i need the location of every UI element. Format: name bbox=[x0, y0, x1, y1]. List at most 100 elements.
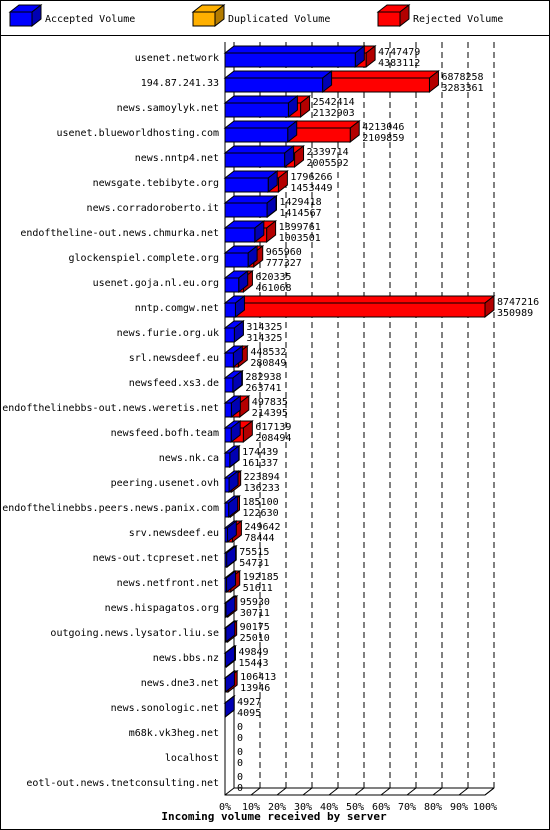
value-label-accepted: 51611 bbox=[243, 583, 273, 594]
y-tick-label: glockenspiel.complete.org bbox=[68, 253, 219, 264]
value-label-accepted: 314325 bbox=[246, 333, 282, 344]
value-label-accepted: 350989 bbox=[497, 308, 533, 319]
bar-top bbox=[233, 295, 496, 304]
bar-front bbox=[224, 277, 240, 293]
y-tick-label: news.hispagatos.org bbox=[105, 603, 219, 614]
value-label-accepted: 2005592 bbox=[307, 158, 349, 169]
y-tick-label: newsgate.tebibyte.org bbox=[93, 178, 219, 189]
x-tick-label: 80% bbox=[424, 802, 442, 813]
value-label-accepted: 280849 bbox=[250, 358, 286, 369]
bar-front bbox=[224, 302, 236, 318]
bar-accepted bbox=[223, 444, 241, 469]
value-label-total: 0 bbox=[237, 722, 243, 733]
bar-front bbox=[224, 602, 227, 618]
legend-label: Duplicated Volume bbox=[228, 14, 330, 25]
value-label-accepted: 263741 bbox=[245, 383, 281, 394]
bar-accepted bbox=[223, 69, 334, 94]
x-tick-label: 10% bbox=[242, 802, 260, 813]
bar-accepted bbox=[223, 544, 238, 569]
y-tick-label: m68k.vk3heg.net bbox=[129, 728, 219, 739]
y-tick-label: endofthelinebbs.peers.news.panix.com bbox=[2, 503, 219, 514]
y-tick-label: srl.newsdeef.eu bbox=[129, 353, 219, 364]
value-label-total: 90175 bbox=[240, 622, 270, 633]
value-label-accepted: 2109859 bbox=[362, 133, 404, 144]
value-label-accepted: 78444 bbox=[244, 533, 274, 544]
bar-accepted bbox=[223, 94, 299, 119]
value-label-total: 2542414 bbox=[313, 97, 355, 108]
value-label-accepted: 13946 bbox=[240, 683, 270, 694]
legend-item: Accepted Volume bbox=[8, 3, 135, 28]
bar-top bbox=[286, 120, 361, 129]
y-tick-label: news.samoylyk.net bbox=[117, 103, 219, 114]
bar-front bbox=[224, 127, 289, 143]
x-axis-label: Incoming volume received by server bbox=[161, 810, 387, 823]
bar-front bbox=[224, 527, 228, 543]
bar-top bbox=[321, 70, 440, 79]
bar-accepted bbox=[223, 419, 242, 444]
bar-front bbox=[192, 11, 216, 27]
value-label-total: 95930 bbox=[240, 597, 270, 608]
y-tick-label: newsfeed.xs3.de bbox=[129, 378, 219, 389]
legend-label: Accepted Volume bbox=[45, 14, 135, 25]
bar-front bbox=[224, 627, 227, 643]
value-label-accepted: 15443 bbox=[238, 658, 268, 669]
x-tick-label: 60% bbox=[372, 802, 390, 813]
x-tick-label: 0% bbox=[219, 802, 231, 813]
bar-rejected bbox=[233, 294, 496, 319]
bar-front bbox=[9, 11, 33, 27]
x-tick-label: 20% bbox=[268, 802, 286, 813]
tick-mark bbox=[380, 787, 391, 796]
tick-mark bbox=[328, 787, 339, 796]
bar-accepted bbox=[223, 294, 246, 319]
tick-mark bbox=[432, 787, 443, 796]
value-label-total: 106413 bbox=[240, 672, 276, 683]
bar-front bbox=[224, 452, 231, 468]
tick-mark bbox=[224, 787, 235, 796]
legend-label: Rejected Volume bbox=[413, 14, 503, 25]
value-label-total: 314325 bbox=[246, 322, 282, 333]
bar-front bbox=[234, 302, 486, 318]
y-tick-label: newsfeed.bofh.team bbox=[111, 428, 219, 439]
axis-floor bbox=[224, 42, 495, 796]
x-tick-label: 70% bbox=[398, 802, 416, 813]
bar-top bbox=[223, 45, 366, 54]
value-label-accepted: 0 bbox=[237, 758, 243, 769]
bar-front bbox=[224, 252, 249, 268]
value-label-accepted: 161337 bbox=[242, 458, 278, 469]
value-label-accepted: 461068 bbox=[255, 283, 291, 294]
value-label-total: 4927 bbox=[237, 697, 261, 708]
y-tick-label: news.nk.ca bbox=[159, 453, 219, 464]
bar-front bbox=[224, 227, 256, 243]
tick-mark bbox=[458, 787, 469, 796]
value-label-total: 1796266 bbox=[290, 172, 332, 183]
bar-top bbox=[223, 95, 299, 104]
bar-rejected bbox=[321, 69, 440, 94]
value-label-total: 185100 bbox=[243, 497, 279, 508]
bar-front bbox=[224, 577, 228, 593]
y-tick-label: usenet.network bbox=[135, 53, 219, 64]
bar-front bbox=[224, 477, 230, 493]
legend-item: Rejected Volume bbox=[376, 3, 503, 28]
bar-top bbox=[223, 70, 334, 79]
value-label-total: 249642 bbox=[244, 522, 280, 533]
tick-mark bbox=[276, 787, 287, 796]
value-label-accepted: 1453449 bbox=[290, 183, 332, 194]
bar-accepted bbox=[223, 494, 240, 519]
bar-accepted bbox=[223, 269, 250, 294]
value-label-total: 174439 bbox=[242, 447, 278, 458]
bar-accepted bbox=[223, 369, 244, 394]
x-tick-label: 100% bbox=[473, 802, 497, 813]
bar-accepted bbox=[223, 569, 237, 594]
value-label-accepted: 0 bbox=[237, 733, 243, 744]
bar-accepted bbox=[223, 144, 296, 169]
y-tick-label: nntp.comgw.net bbox=[135, 303, 219, 314]
bar-accepted bbox=[223, 169, 279, 194]
value-label-accepted: 136233 bbox=[244, 483, 280, 494]
x-tick-label: 30% bbox=[294, 802, 312, 813]
value-label-total: 75515 bbox=[239, 547, 269, 558]
bar-accepted bbox=[223, 619, 237, 644]
y-tick-label: srv.newsdeef.eu bbox=[129, 528, 219, 539]
value-label-accepted: 3283361 bbox=[441, 83, 483, 94]
value-label-total: 0 bbox=[237, 772, 243, 783]
y-tick-label: news.bbs.nz bbox=[153, 653, 219, 664]
